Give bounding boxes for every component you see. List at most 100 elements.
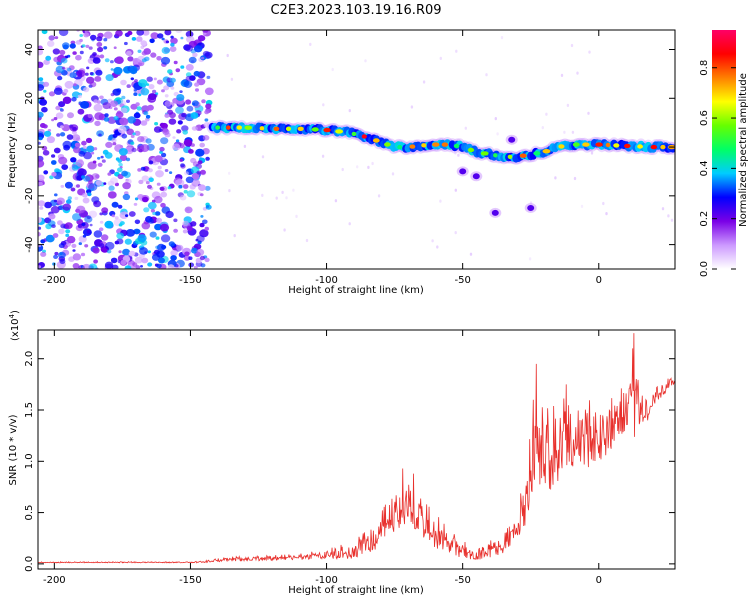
heatmap-noise-blob <box>161 244 167 250</box>
heatmap-noise-blob <box>161 152 167 158</box>
heatmap-noise-blob <box>75 159 85 167</box>
heatmap-speckle <box>341 167 344 172</box>
heatmap-noise-blob <box>110 60 114 64</box>
heatmap-noise-blob <box>62 96 72 105</box>
heatmap-noise-blob <box>49 175 54 180</box>
heatmap-noise-blob <box>61 164 69 171</box>
heatmap-noise-blob <box>140 88 150 96</box>
heatmap-noise-blob <box>38 174 45 181</box>
heatmap-noise-blob <box>83 151 92 160</box>
heatmap-noise-blob <box>96 36 103 42</box>
heatmap-noise-blob <box>53 87 63 95</box>
heatmap-noise-blob <box>116 232 125 240</box>
heatmap-noise-blob <box>104 152 113 159</box>
heatmap-trace-peak <box>323 127 331 133</box>
heatmap-speckle <box>431 239 434 243</box>
heatmap-noise-blob <box>199 255 205 261</box>
heatmap-noise-blob <box>93 259 98 264</box>
heatmap-noise-blob <box>156 56 162 61</box>
heatmap-noise-blob <box>47 40 55 47</box>
heatmap-noise-blob <box>193 265 198 269</box>
heatmap-speckle <box>305 238 309 243</box>
y-tick-label: 0.5 <box>24 505 35 521</box>
heatmap-noise-blob <box>132 262 138 267</box>
heatmap-noise-blob <box>204 51 213 59</box>
heatmap-noise-blob <box>38 111 44 118</box>
heatmap-noise-blob <box>61 124 71 132</box>
heatmap-noise-blob <box>80 101 90 109</box>
heatmap-noise-blob <box>130 77 134 81</box>
heatmap-noise-blob <box>179 194 187 201</box>
heatmap-trace-peak <box>595 142 603 147</box>
x-tick-label: -100 <box>315 275 338 286</box>
heatmap-noise-blob <box>48 91 56 97</box>
heatmap-noise-blob <box>54 36 59 40</box>
heatmap-speckle <box>541 126 544 130</box>
heatmap-noise-blob <box>98 243 105 248</box>
heatmap-noise-blob <box>125 229 135 237</box>
heatmap-noise-blob <box>196 248 205 256</box>
heatmap-trace-peak <box>624 143 631 149</box>
heatmap-noise-blob <box>178 184 183 189</box>
heatmap-noise-blob <box>107 172 112 176</box>
heatmap-trace-peak <box>372 138 380 143</box>
heatmap-noise-blob <box>66 235 76 244</box>
heatmap-noise-blob <box>148 84 155 90</box>
heatmap-noise-blob <box>159 223 170 232</box>
y-tick-label: 1.0 <box>24 453 35 469</box>
heatmap-noise-blob <box>134 79 138 83</box>
heatmap-noise-blob <box>134 130 141 136</box>
heatmap-noise-blob <box>153 77 157 81</box>
heatmap-noise-blob <box>41 30 48 35</box>
heatmap-noise-blob <box>133 92 138 96</box>
heatmap-noise-blob <box>71 165 79 171</box>
heatmap-speckle <box>576 71 579 75</box>
heatmap-noise-blob <box>155 236 160 240</box>
heatmap-noise-blob <box>60 125 64 129</box>
heatmap-noise-blob <box>88 210 98 218</box>
heatmap-noise-blob <box>44 130 52 137</box>
heatmap-noise-blob <box>191 172 200 180</box>
heatmap-noise-blob <box>173 228 179 233</box>
heatmap-noise-blob <box>93 147 98 151</box>
heatmap-trace-peak <box>335 129 344 134</box>
heatmap-noise-blob <box>38 61 44 68</box>
heatmap-noise-blob <box>65 229 71 234</box>
heatmap-noise-blob <box>45 55 52 61</box>
heatmap-noise-blob <box>160 56 171 65</box>
heatmap-noise-blob <box>59 258 66 264</box>
heatmap-noise-blob <box>72 263 80 269</box>
heatmap-noise-blob <box>108 185 115 191</box>
heatmap-noise-blob <box>161 37 165 41</box>
heatmap-noise-blob <box>156 263 162 269</box>
heatmap-noise-blob <box>112 88 121 96</box>
heatmap-noise-blob <box>71 134 81 142</box>
heatmap-noise-blob <box>76 205 86 214</box>
heatmap-trace-peak <box>542 149 551 154</box>
heatmap-trace-peak <box>507 154 513 159</box>
heatmap-noise-blob <box>106 249 112 254</box>
heatmap-noise-blob <box>179 158 184 162</box>
heatmap-speckle <box>528 257 532 261</box>
heatmap-noise-blob <box>88 180 93 185</box>
x-tick-label: -50 <box>454 275 470 286</box>
heatmap-noise-blob <box>54 251 59 256</box>
heatmap-noise-blob <box>133 228 141 235</box>
colorbar-tick-label: 0.4 <box>699 160 710 176</box>
heatmap-noise-blob <box>52 48 60 55</box>
heatmap-noise-blob <box>142 30 150 36</box>
heatmap-noise-blob <box>66 134 74 140</box>
heatmap-speckle <box>457 153 460 157</box>
heatmap-noise-blob <box>84 72 89 76</box>
heatmap-noise-blob <box>185 44 193 52</box>
heatmap-speckle <box>494 117 497 121</box>
heatmap-noise-blob <box>143 207 150 213</box>
heatmap-noise-blob <box>53 147 61 154</box>
heatmap-noise-blob <box>170 35 174 39</box>
heatmap-trace-peak <box>533 151 541 156</box>
heatmap-noise-blob <box>112 142 117 146</box>
heatmap-noise-blob <box>167 69 173 74</box>
heatmap-noise-blob <box>55 105 61 111</box>
heatmap-trace-peak <box>519 153 527 158</box>
heatmap-noise-blob <box>60 57 68 64</box>
